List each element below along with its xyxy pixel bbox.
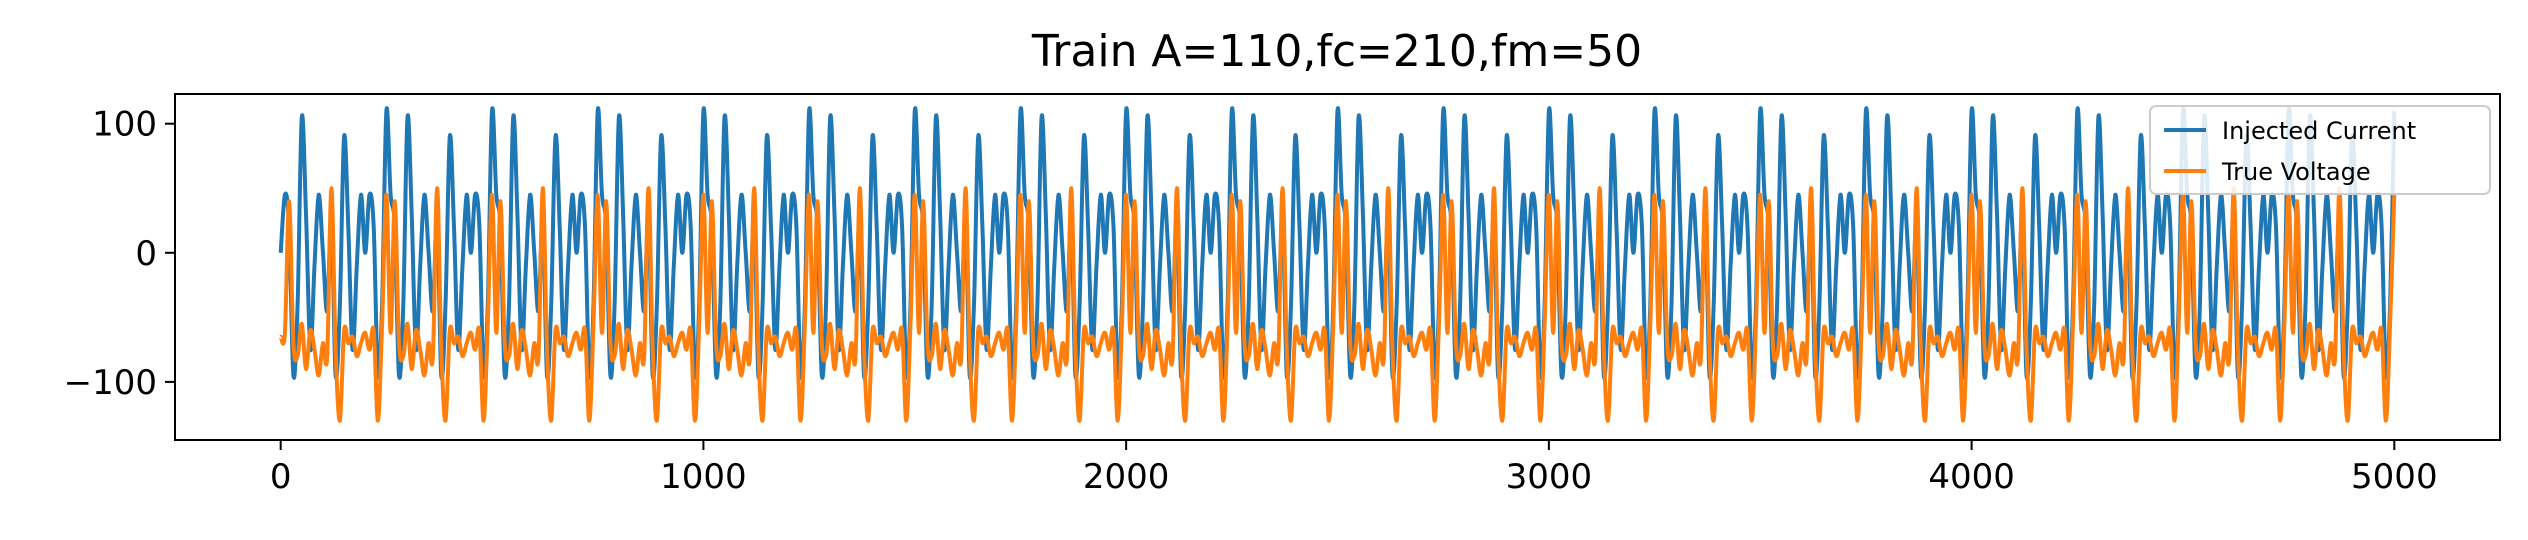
x-tick-label: 0: [270, 457, 292, 497]
x-tick-label: 1000: [660, 457, 747, 497]
series-line-true-voltage: [278, 186, 2397, 423]
y-tick-label: 100: [92, 105, 157, 145]
y-tick-label: −100: [64, 363, 157, 403]
y-tick-label: 0: [135, 234, 157, 274]
plot-frame: [174, 93, 2501, 441]
tick-layer: 0 1000 2000 3000 4000 5000 −100 0 100: [64, 105, 2438, 497]
x-tick-label: 3000: [1506, 457, 1593, 497]
series-line-injected-current: [278, 106, 2397, 381]
x-tick-label: 4000: [1928, 457, 2015, 497]
legend: Injected Current True Voltage: [2149, 105, 2491, 195]
legend-label-injected-current: Injected Current: [2222, 117, 2416, 145]
legend-box: [2149, 105, 2491, 195]
x-tick-label: 5000: [2351, 457, 2438, 497]
series-layer: [278, 106, 2397, 423]
x-tick-label: 2000: [1083, 457, 1170, 497]
legend-label-true-voltage: True Voltage: [2221, 158, 2371, 186]
chart-title: Train A=110,fc=210,fm=50: [1031, 26, 1642, 77]
